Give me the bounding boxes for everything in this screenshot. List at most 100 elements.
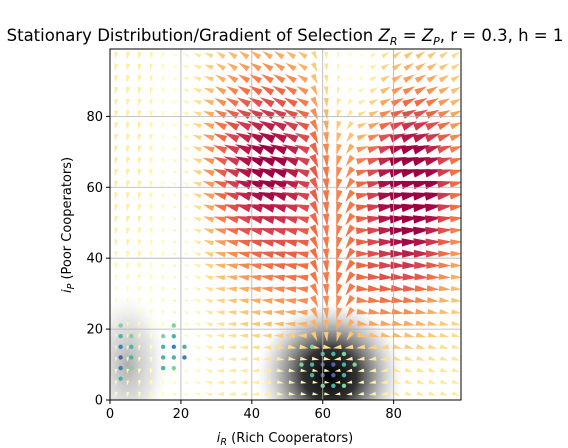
gradient-arrow bbox=[149, 262, 153, 270]
gradient-arrow bbox=[449, 192, 461, 200]
gradient-arrow bbox=[239, 368, 248, 373]
stationary-point bbox=[118, 355, 123, 360]
gradient-arrow bbox=[294, 216, 310, 224]
gradient-arrow bbox=[258, 132, 276, 144]
gradient-arrow bbox=[450, 227, 461, 234]
gradient-arrow bbox=[235, 132, 252, 143]
gradient-arrow bbox=[223, 156, 240, 166]
gradient-arrow bbox=[336, 189, 343, 204]
gradient-arrow bbox=[403, 62, 415, 71]
gradient-arrow bbox=[415, 62, 426, 71]
gradient-arrow bbox=[336, 224, 343, 239]
gradient-arrow bbox=[312, 380, 319, 384]
gradient-arrow bbox=[379, 121, 393, 131]
gradient-arrow bbox=[238, 62, 250, 72]
gradient-arrow bbox=[161, 99, 165, 106]
gradient-arrow bbox=[414, 273, 430, 281]
gradient-arrow bbox=[324, 63, 329, 72]
gradient-arrow bbox=[235, 216, 251, 224]
gradient-arrow bbox=[424, 145, 442, 155]
gradient-arrow bbox=[295, 97, 309, 107]
gradient-arrow bbox=[149, 215, 154, 223]
gradient-arrow bbox=[416, 344, 426, 349]
gradient-arrow bbox=[416, 355, 426, 361]
gradient-arrow bbox=[235, 120, 252, 131]
gradient-arrow bbox=[149, 321, 153, 328]
gradient-arrow bbox=[390, 273, 407, 281]
gradient-arrow bbox=[114, 180, 119, 189]
gradient-arrow bbox=[271, 274, 285, 282]
gradient-arrow bbox=[285, 62, 297, 72]
gradient-arrow bbox=[236, 239, 251, 247]
gradient-arrow bbox=[149, 391, 153, 398]
gradient-arrow bbox=[114, 192, 119, 200]
gradient-arrow bbox=[336, 307, 343, 320]
gradient-arrow bbox=[114, 215, 119, 224]
gradient-arrow bbox=[356, 238, 371, 246]
gradient-arrow bbox=[192, 123, 202, 129]
gradient-arrow bbox=[414, 285, 429, 292]
gradient-arrow bbox=[273, 321, 284, 327]
gradient-arrow bbox=[451, 309, 461, 315]
stationary-point bbox=[331, 362, 336, 367]
gradient-arrow bbox=[235, 228, 251, 236]
gradient-arrow bbox=[137, 227, 142, 235]
x-tick-label: 20 bbox=[173, 407, 190, 422]
gradient-arrow bbox=[172, 288, 177, 291]
gradient-arrow bbox=[170, 53, 177, 58]
gradient-arrow bbox=[380, 368, 389, 373]
gradient-arrow bbox=[171, 159, 177, 163]
gradient-arrow bbox=[215, 74, 227, 83]
gradient-arrow bbox=[402, 285, 418, 292]
gradient-arrow bbox=[404, 332, 415, 338]
gradient-arrow bbox=[345, 271, 356, 285]
gradient-arrow bbox=[425, 121, 441, 131]
stationary-point bbox=[118, 323, 123, 328]
gradient-arrow bbox=[234, 156, 252, 167]
gradient-arrow bbox=[236, 97, 251, 108]
gradient-arrow bbox=[126, 310, 130, 316]
gradient-arrow bbox=[413, 238, 431, 247]
gradient-arrow bbox=[182, 53, 189, 58]
gradient-arrow bbox=[393, 391, 401, 396]
gradient-arrow bbox=[272, 309, 285, 316]
gradient-arrow bbox=[170, 65, 177, 69]
gradient-arrow bbox=[393, 379, 402, 385]
gradient-arrow bbox=[182, 147, 189, 151]
stationary-point bbox=[171, 323, 177, 328]
gradient-arrow bbox=[451, 332, 461, 338]
gradient-arrow bbox=[223, 168, 240, 178]
gradient-arrow bbox=[182, 381, 189, 385]
gradient-arrow bbox=[192, 88, 202, 94]
gradient-arrow bbox=[237, 286, 250, 293]
gradient-arrow bbox=[171, 393, 177, 397]
stationary-point bbox=[118, 333, 123, 339]
gradient-arrow bbox=[203, 76, 214, 82]
gradient-arrow bbox=[215, 63, 226, 71]
gradient-arrow bbox=[324, 392, 330, 396]
gradient-arrow bbox=[427, 51, 437, 59]
gradient-arrow bbox=[161, 87, 165, 94]
gradient-arrow bbox=[182, 100, 189, 105]
gradient-arrow bbox=[138, 321, 142, 328]
gradient-arrow bbox=[296, 333, 307, 339]
gradient-arrow bbox=[390, 261, 407, 270]
gradient-arrow bbox=[438, 273, 452, 280]
gradient-arrow bbox=[226, 298, 237, 304]
gradient-arrow bbox=[247, 228, 263, 236]
gradient-arrow bbox=[193, 64, 202, 70]
gradient-arrow bbox=[309, 271, 319, 285]
gradient-arrow bbox=[336, 236, 343, 250]
gradient-arrow bbox=[246, 132, 264, 144]
gradient-arrow bbox=[138, 356, 142, 363]
gradient-arrow bbox=[216, 368, 225, 373]
gradient-arrow bbox=[192, 216, 202, 222]
gradient-arrow bbox=[182, 393, 189, 397]
gradient-arrow bbox=[216, 357, 225, 362]
gradient-arrow bbox=[259, 263, 274, 270]
gradient-arrow bbox=[138, 274, 142, 282]
gradient-arrow bbox=[238, 321, 249, 327]
gradient-arrow bbox=[451, 344, 461, 349]
gradient-arrow bbox=[322, 213, 330, 227]
gradient-arrow bbox=[193, 53, 202, 58]
